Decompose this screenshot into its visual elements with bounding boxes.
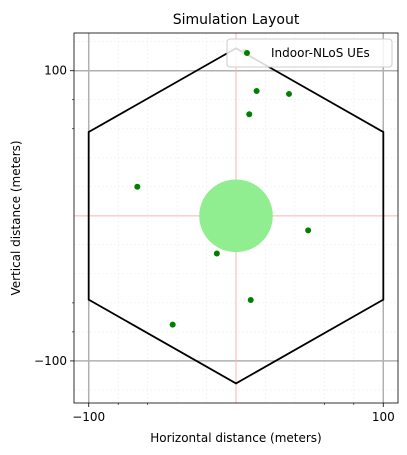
cell-hexagon xyxy=(87,47,385,385)
y-tick-label: 100 xyxy=(44,64,67,78)
legend-label: Indoor-NLoS UEs xyxy=(271,46,370,60)
y-tick-label: −100 xyxy=(34,354,67,368)
legend-box xyxy=(226,38,393,68)
ue-point xyxy=(305,227,312,234)
ue-point xyxy=(169,321,176,328)
chart-title: Simulation Layout xyxy=(173,12,300,28)
ue-point xyxy=(253,88,260,95)
base-station-region-layer xyxy=(199,179,273,253)
ue-point xyxy=(247,296,254,303)
axis-ticks: −100 100 100 −100 xyxy=(34,64,395,424)
legend: Indoor-NLoS UEs xyxy=(226,38,393,68)
ue-point xyxy=(213,250,220,257)
hexagon-layer xyxy=(87,47,385,385)
ue-point xyxy=(246,111,253,118)
plot-frame xyxy=(73,32,399,404)
base-station-region xyxy=(199,179,273,253)
x-axis-label: Horizontal distance (meters) xyxy=(150,431,321,445)
ue-point xyxy=(286,90,293,97)
ue-point xyxy=(134,183,141,190)
legend-marker xyxy=(244,50,250,56)
x-tick-label: 100 xyxy=(372,410,395,424)
y-axis-label: Vertical distance (meters) xyxy=(9,140,23,295)
x-tick-label: −100 xyxy=(72,410,105,424)
